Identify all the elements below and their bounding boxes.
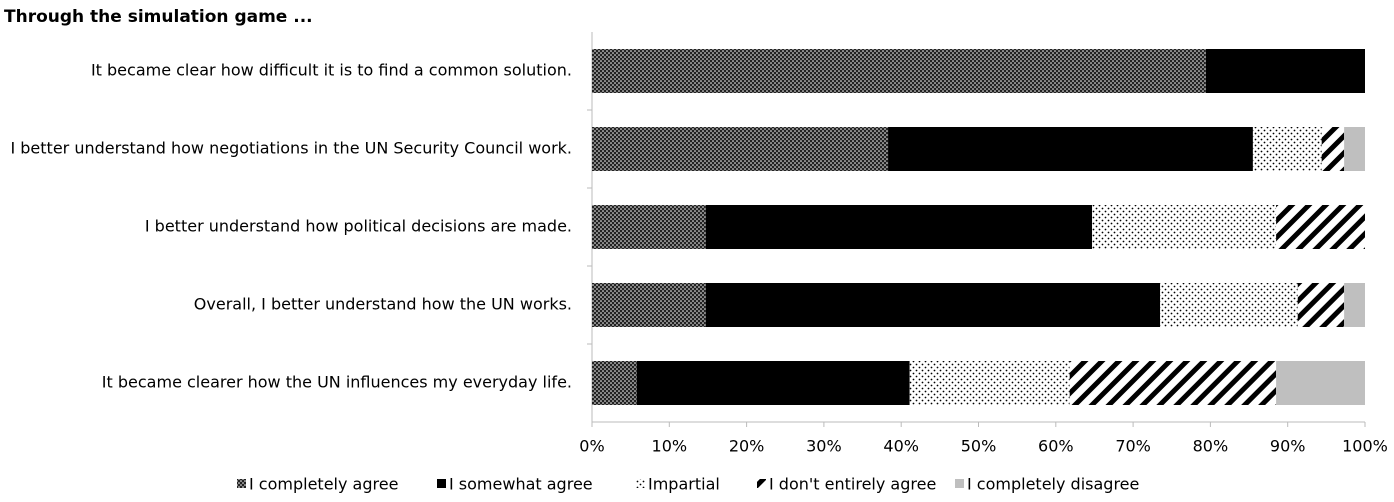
x-tick-label: 80% [1193,437,1229,456]
bar-segment [888,127,1253,171]
bar-segment [1344,127,1365,171]
bar-segment [1205,49,1365,93]
bar-segment [1069,361,1277,405]
x-tick-label: 50% [961,437,997,456]
bar-segment [1297,283,1345,327]
bar-segment [592,49,1206,93]
legend-marker [437,479,446,488]
bar-segment [1321,127,1345,171]
bar-segment [705,205,1093,249]
bar-segment [1252,127,1322,171]
y-tick-label: It became clearer how the UN influences … [102,373,572,392]
legend-label: Impartial [648,475,720,494]
x-tick-label: 90% [1270,437,1306,456]
legend-marker [955,479,964,488]
bar-segment [909,361,1070,405]
y-tick-label: I better understand how political decisi… [145,217,572,236]
legend-label: I somewhat agree [449,475,593,494]
x-tick-label: 100% [1342,437,1388,456]
legend-marker [237,479,246,488]
bar-segment [1092,205,1277,249]
x-tick-label: 30% [806,437,842,456]
x-tick-label: 60% [1038,437,1074,456]
x-tick-label: 0% [579,437,604,456]
x-tick-label: 20% [729,437,765,456]
legend-label: I don't entirely agree [769,475,936,494]
bar-segment [1344,283,1365,327]
bar-segment [592,361,637,405]
bar-segment [1276,361,1365,405]
x-tick-label: 70% [1115,437,1151,456]
bar-segment [636,361,910,405]
bar-segment [1276,205,1365,249]
bar-segment [592,205,706,249]
bar-segment [592,283,706,327]
legend-marker [636,479,645,488]
chart-title: Through the simulation game ... [4,7,313,27]
y-tick-label: I better understand how negotiations in … [10,139,572,158]
legend-marker [757,479,766,488]
legend-label: I completely agree [249,475,398,494]
y-tick-label: It became clear how difficult it is to f… [91,61,572,80]
bar-segment [592,127,889,171]
bar-segment [1160,283,1298,327]
bar-segment [705,283,1161,327]
y-tick-label: Overall, I better understand how the UN … [194,295,572,314]
x-tick-label: 40% [883,437,919,456]
x-tick-label: 10% [652,437,688,456]
legend-label: I completely disagree [967,475,1139,494]
